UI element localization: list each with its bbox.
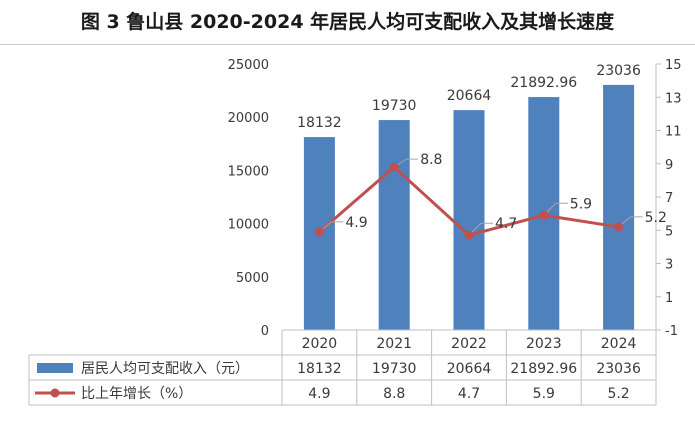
table-cell: 5.9: [533, 386, 555, 402]
right-axis-tick-label: 7: [665, 191, 673, 206]
right-axis-tick-label: 1: [665, 291, 673, 306]
bar-value-label: 23036: [596, 63, 641, 79]
left-axis-tick-label: 5000: [236, 271, 269, 286]
data-label-leader: [319, 221, 344, 233]
left-axis-tick-label: 20000: [228, 111, 269, 126]
table-cell: 8.8: [383, 386, 405, 402]
title-divider: [0, 44, 695, 45]
category-label: 2024: [601, 336, 637, 352]
growth-point-2024: [614, 222, 624, 232]
growth-point-2020: [314, 227, 324, 237]
table-cell: 21892.96: [510, 361, 577, 377]
right-axis-tick-label: 3: [665, 258, 673, 273]
table-cell: 4.7: [458, 386, 480, 402]
bar-2021: [378, 120, 410, 330]
category-label: 2023: [526, 336, 562, 352]
right-axis-tick-label: 5: [665, 224, 673, 239]
data-label-leader: [618, 216, 643, 228]
left-axis-tick-label: 15000: [228, 164, 269, 179]
category-label: 2021: [376, 336, 412, 352]
table-cell: 23036: [596, 361, 641, 377]
table-cell: 19730: [372, 361, 417, 377]
bar-2024: [603, 84, 635, 330]
table-cell: 4.9: [308, 386, 330, 402]
growth-point-2021: [389, 162, 399, 172]
line-value-label: 4.7: [495, 216, 517, 232]
data-label-leader: [393, 158, 419, 168]
left-axis-tick-label: 10000: [228, 218, 269, 233]
growth-point-2023: [539, 210, 549, 220]
left-axis-tick-label: 0: [261, 324, 269, 339]
right-axis-tick-label: 9: [665, 158, 673, 173]
line-value-label: 8.8: [420, 152, 442, 168]
chart-title: 图 3 鲁山县 2020-2024 年居民人均可支配收入及其增长速度: [80, 11, 615, 33]
right-axis-tick-label: 11: [665, 125, 682, 140]
table-cell: 5.2: [607, 386, 629, 402]
line-value-label: 5.2: [645, 210, 667, 226]
right-axis-tick-label: 15: [665, 58, 682, 73]
right-axis-tick-label: -1: [665, 324, 678, 339]
bar-2022: [453, 110, 485, 330]
data-label-leader: [468, 222, 493, 236]
bar-value-label: 19730: [372, 98, 417, 114]
growth-point-2022: [464, 230, 474, 240]
right-axis-tick-label: 13: [665, 91, 682, 106]
table-cell: 20664: [447, 361, 492, 377]
table-cell: 18132: [297, 361, 342, 377]
left-axis-tick-label: 25000: [228, 58, 269, 73]
legend-label: 居民人均可支配收入（元）: [81, 361, 249, 377]
legend-line-marker: [50, 388, 60, 398]
data-label-leader: [543, 202, 568, 216]
bar-value-label: 21892.96: [510, 75, 577, 91]
category-label: 2020: [302, 336, 338, 352]
legend-label: 比上年增长（%）: [81, 386, 192, 402]
category-label: 2022: [451, 336, 487, 352]
bar-value-label: 20664: [447, 88, 492, 104]
line-value-label: 5.9: [570, 196, 592, 212]
line-value-label: 4.9: [345, 215, 367, 231]
legend-bar-key: [37, 363, 73, 373]
bar-value-label: 18132: [297, 115, 342, 131]
